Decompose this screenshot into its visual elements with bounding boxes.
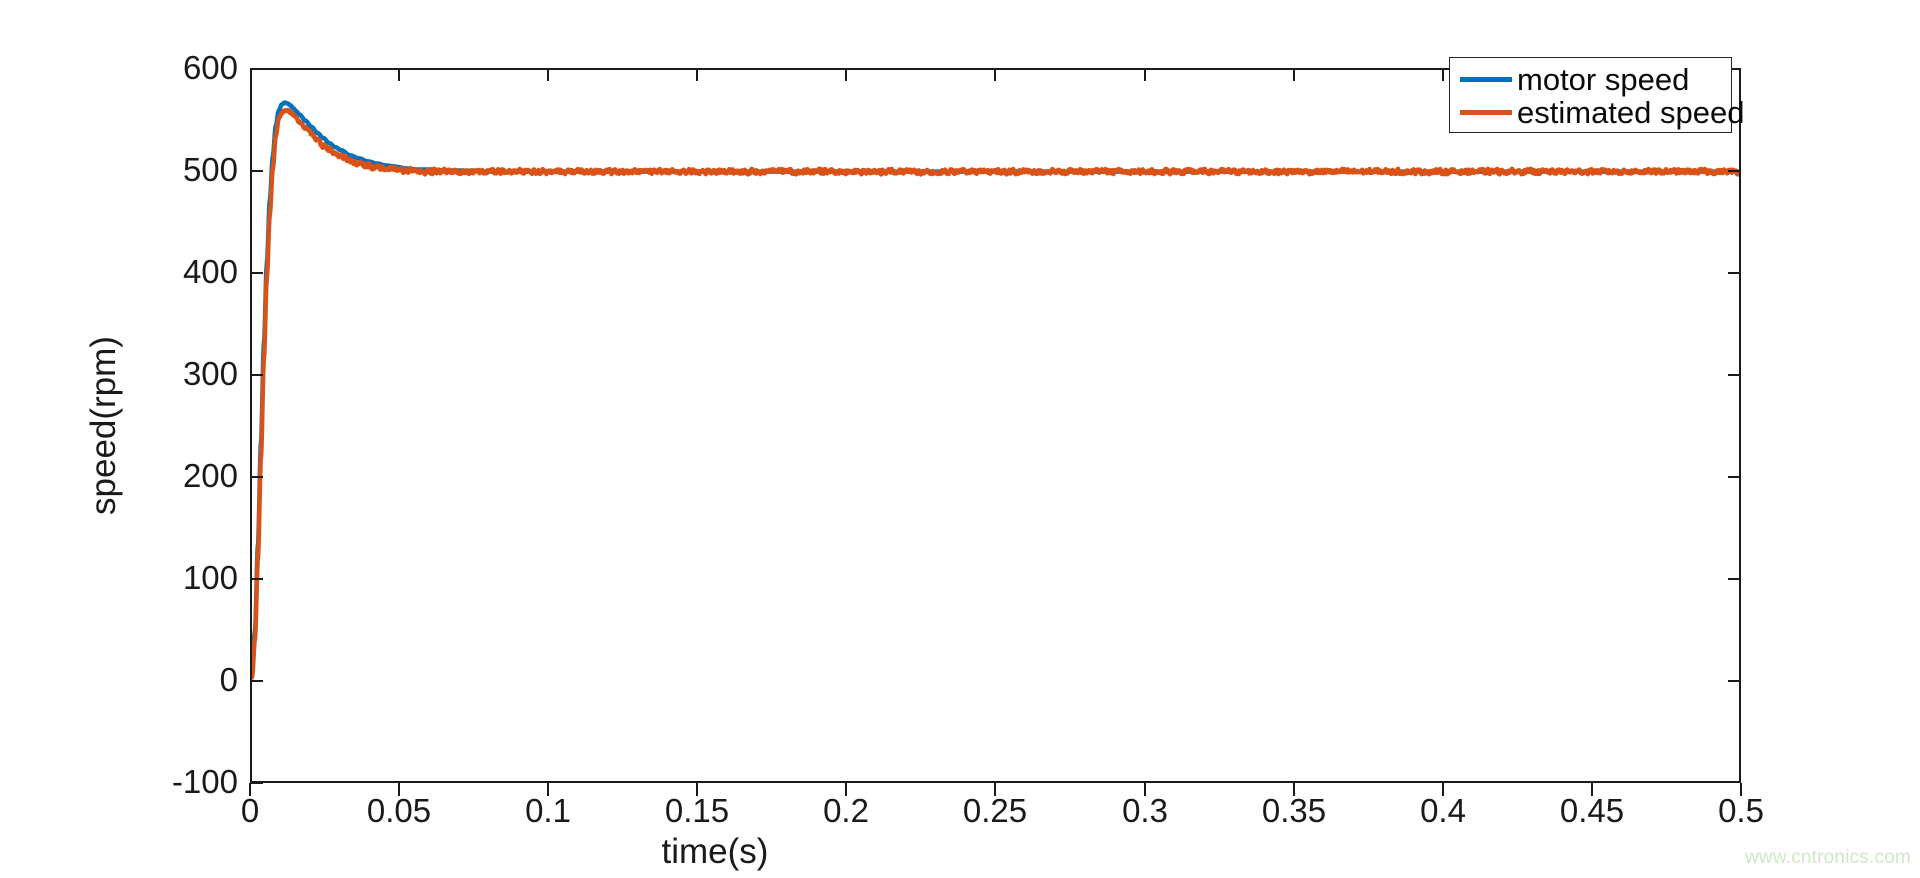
xtick-label-0.35: 0.35 (1261, 792, 1327, 829)
ytick-label-400: 400 (182, 253, 238, 290)
line-swatch-blue-icon (1460, 77, 1512, 82)
xtick-label-0.3: 0.3 (1122, 792, 1168, 829)
xtick-mark-0.3 (1144, 783, 1146, 796)
xtick-label-0.05: 0.05 (366, 792, 432, 829)
xtick-label-0.1: 0.1 (525, 792, 571, 829)
watermark: www.cntronics.com (1745, 847, 1911, 868)
ytick-mark-300 (250, 374, 263, 376)
ytick-mark-right-100 (1728, 578, 1741, 580)
ytick-mark-right-400 (1728, 272, 1741, 274)
ytick-mark-right-0 (1728, 680, 1741, 682)
legend-entry-motor-speed[interactable]: motor speed (1450, 63, 1731, 96)
legend[interactable]: motor speed estimated speed (1449, 57, 1744, 133)
ytick-label-200: 200 (182, 457, 238, 494)
plot-area (250, 68, 1741, 783)
xtick-mark-top-0.2 (845, 68, 847, 81)
xtick-mark-top-0.4 (1442, 68, 1444, 81)
ytick-label-100: 100 (182, 559, 238, 596)
ytick-mark-right-500 (1728, 170, 1741, 172)
xtick-label-0.45: 0.45 (1559, 792, 1625, 829)
xtick-mark-top-0.1 (547, 68, 549, 81)
xtick-mark-0.45 (1591, 783, 1593, 796)
xtick-mark-0.4 (1442, 783, 1444, 796)
ytick-mark-0 (250, 680, 263, 682)
ytick-mark-200 (250, 476, 263, 478)
xtick-mark-0.1 (547, 783, 549, 796)
ytick-mark-right-200 (1728, 476, 1741, 478)
series-line-estimated-speed (252, 110, 1739, 677)
legend-entry-estimated-speed[interactable]: estimated speed (1450, 96, 1744, 129)
xtick-mark-0.05 (398, 783, 400, 796)
y-axis-label: speed(rpm) (84, 336, 123, 515)
ytick-mark-minus100 (250, 782, 263, 784)
ytick-mark-right-300 (1728, 374, 1741, 376)
ytick-mark-100 (250, 578, 263, 580)
ytick-mark-600 (250, 68, 263, 70)
series-group (252, 103, 1739, 678)
legend-label-estimated-speed: estimated speed (1517, 95, 1745, 130)
xtick-mark-0.5 (1740, 783, 1742, 796)
xtick-mark-top-0.05 (398, 68, 400, 81)
line-swatch-orange-icon (1460, 110, 1512, 115)
xtick-mark-top-0.3 (1144, 68, 1146, 81)
xtick-mark-top-0.25 (994, 68, 996, 81)
ytick-mark-400 (250, 272, 263, 274)
ytick-label-0: 0 (219, 661, 238, 698)
xtick-label-0.5: 0.5 (1718, 792, 1764, 829)
x-axis-label: time(s) (661, 832, 769, 871)
xtick-label-0.15: 0.15 (664, 792, 730, 829)
ytick-label-500: 500 (182, 151, 238, 188)
xtick-mark-top-0.35 (1293, 68, 1295, 81)
xtick-label-0.25: 0.25 (962, 792, 1028, 829)
series-line-motor-speed (252, 103, 1739, 677)
xtick-label-0: 0 (240, 792, 260, 829)
xtick-mark-0.2 (845, 783, 847, 796)
xtick-mark-top-0.15 (696, 68, 698, 81)
xtick-mark-0.25 (994, 783, 996, 796)
xtick-mark-0 (249, 783, 251, 796)
xtick-label-0.2: 0.2 (823, 792, 869, 829)
plot-svg (252, 70, 1739, 781)
ytick-label-300: 300 (182, 355, 238, 392)
ytick-label-minus100: -100 (171, 763, 238, 800)
xtick-label-0.4: 0.4 (1420, 792, 1466, 829)
x-axis-label-wrapper: time(s) (0, 832, 1920, 872)
ytick-mark-500 (250, 170, 263, 172)
ytick-label-600: 600 (182, 49, 238, 86)
xtick-mark-0.35 (1293, 783, 1295, 796)
legend-label-motor-speed: motor speed (1517, 62, 1690, 97)
xtick-mark-0.15 (696, 783, 698, 796)
